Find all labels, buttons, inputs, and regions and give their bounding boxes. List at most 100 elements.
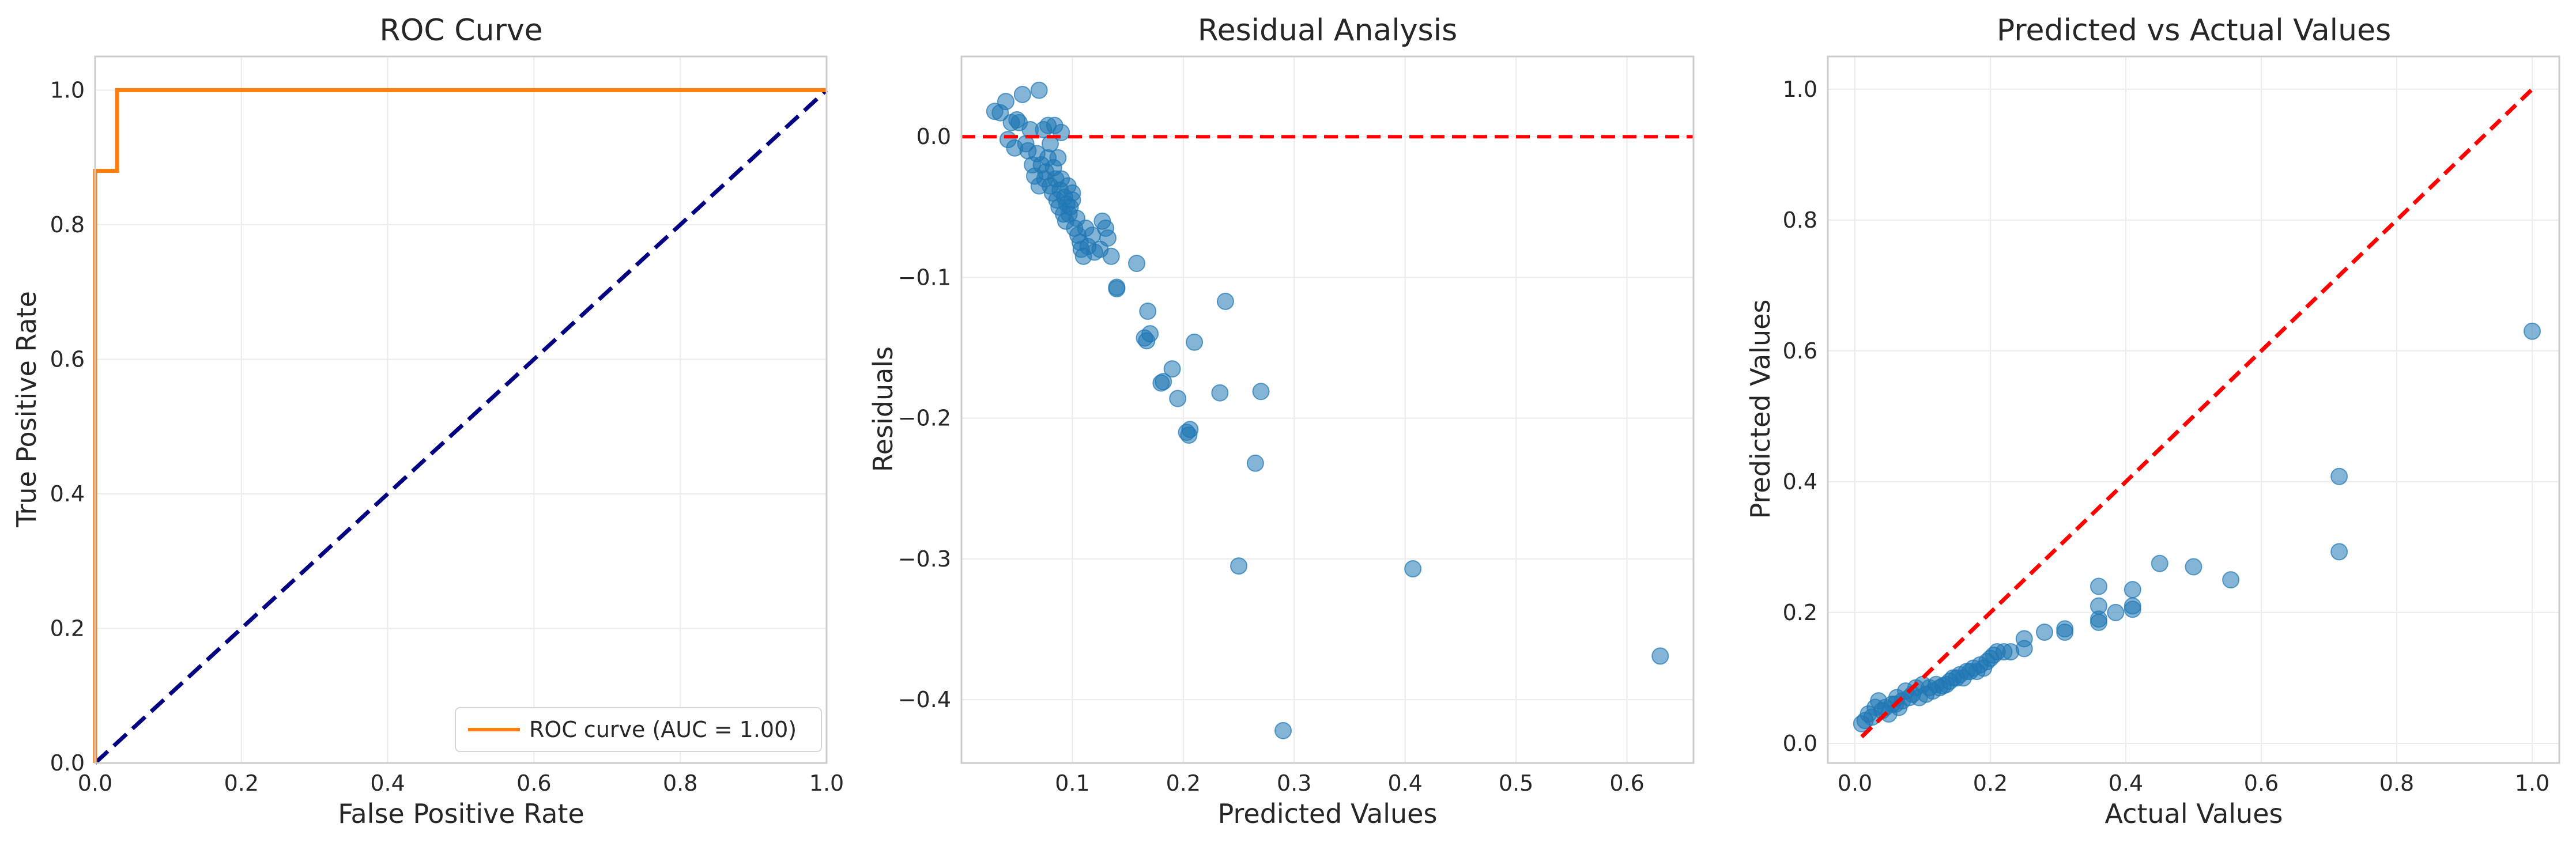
residual-point — [1155, 373, 1172, 391]
pva-point — [2015, 630, 2033, 648]
residual-y-tick-label: 0.0 — [917, 124, 951, 149]
pva-chart-title: Predicted vs Actual Values — [1997, 13, 2391, 48]
residual-point — [1163, 360, 1181, 378]
residual-point — [1102, 247, 1120, 265]
pva-y-tick-label: 0.2 — [1783, 600, 1817, 625]
roc-y-tick-label: 0.0 — [50, 750, 85, 776]
roc-x-axis-label: False Positive Rate — [338, 798, 584, 829]
pva-x-tick-label: 0.4 — [2109, 771, 2143, 796]
residual-x-tick-label: 0.5 — [1499, 771, 1533, 796]
residual-data-marks — [961, 81, 1694, 739]
roc-x-tick-label: 0.6 — [516, 771, 551, 796]
residual-y-tick-label: −0.4 — [898, 687, 951, 712]
residual-point — [997, 93, 1014, 111]
residual-y-tick-label: −0.1 — [898, 265, 951, 290]
roc-y-tick-label: 0.6 — [50, 346, 85, 372]
pva-point — [2124, 597, 2141, 615]
roc-plot-area: 0.0 0.2 0.4 0.6 0.8 1.0 0.0 0.2 0.4 0.6 0.8 1.0 — [50, 56, 844, 796]
pva-y-axis-label: Predicted Values — [1745, 300, 1776, 519]
residual-point — [1216, 292, 1234, 310]
pva-point — [2036, 623, 2053, 641]
residual-point — [1108, 278, 1126, 296]
roc-x-tick-label: 0.8 — [663, 771, 697, 796]
residual-point — [1651, 647, 1669, 665]
roc-x-tick-label: 1.0 — [809, 771, 844, 796]
residual-point — [1230, 557, 1248, 575]
pva-plot-area: 0.0 0.2 0.4 0.6 0.8 1.0 0.0 0.2 0.4 0.6 0.8 1.0 — [1783, 56, 2559, 796]
residual-x-tick-label: 0.2 — [1166, 771, 1201, 796]
pva-point — [2330, 467, 2348, 485]
pva-x-tick-label: 0.2 — [1973, 771, 2008, 796]
residual-point — [1139, 303, 1157, 320]
residual-point — [1211, 384, 1229, 402]
pva-x-tick-label: 0.8 — [2379, 771, 2414, 796]
pva-point — [2090, 577, 2107, 595]
pva-point — [2151, 554, 2168, 572]
residual-x-tick-label: 0.4 — [1387, 771, 1422, 796]
residual-axes-frame — [960, 55, 1695, 764]
pva-point — [2330, 543, 2348, 561]
pva-point — [2222, 571, 2240, 589]
residual-point — [1141, 325, 1159, 343]
pva-y-tick-label: 1.0 — [1783, 77, 1817, 102]
residual-point — [1404, 560, 1422, 577]
roc-x-tick-label: 0.2 — [224, 771, 259, 796]
pva-point — [2056, 620, 2074, 638]
residual-point — [1246, 454, 1264, 472]
pva-identity-line — [1860, 88, 2534, 739]
predicted-vs-actual-chart-panel: 0.0 0.2 0.4 0.6 0.8 1.0 0.0 0.2 0.4 0.6 0.8 1.0 Pre… — [1745, 13, 2560, 829]
residual-point — [1013, 85, 1031, 103]
residual-point — [1099, 229, 1117, 247]
pva-plot-background — [1828, 56, 2559, 763]
roc-axes-frame — [94, 55, 828, 764]
residual-point — [1128, 255, 1146, 273]
residual-point — [1252, 383, 1270, 401]
residual-plot-background — [961, 56, 1694, 763]
roc-plot-background — [95, 56, 827, 763]
roc-legend-box — [455, 707, 822, 752]
pva-x-tick-label: 0.0 — [1838, 771, 1872, 796]
pva-point — [2107, 603, 2125, 621]
pva-x-axis-label: Actual Values — [2104, 798, 2283, 829]
residual-plot-area: 0.1 0.2 0.3 0.4 0.5 0.6 0.0 −0.1 −0.2 −0.3 −0.4 — [898, 56, 1694, 796]
roc-chance-line — [93, 88, 828, 765]
roc-chart-title: ROC Curve — [379, 13, 542, 48]
residual-chart-panel: 0.1 0.2 0.3 0.4 0.5 0.6 0.0 −0.1 −0.2 −0.3 −0.4 Re… — [868, 13, 1695, 829]
residual-point — [1186, 333, 1204, 351]
pva-point — [2524, 322, 2541, 340]
roc-chart-panel: 0.0 0.2 0.4 0.6 0.8 1.0 0.0 0.2 0.4 0.6 0.8 1.0 ROC… — [11, 13, 844, 829]
residual-x-axis-label: Predicted Values — [1218, 798, 1438, 829]
roc-y-tick-label: 0.8 — [50, 212, 85, 237]
roc-y-axis-label: True Positive Rate — [11, 291, 42, 528]
residual-x-tick-label: 0.3 — [1277, 771, 1311, 796]
roc-x-tick-label: 0.0 — [78, 771, 112, 796]
roc-x-tick-label: 0.4 — [370, 771, 405, 796]
pva-data-marks — [1853, 88, 2541, 739]
pva-y-tick-label: 0.8 — [1783, 207, 1817, 233]
pva-x-tick-label: 1.0 — [2515, 771, 2549, 796]
roc-legend: ROC curve (AUC = 1.00) — [455, 707, 822, 752]
residual-point — [1181, 421, 1199, 439]
pva-axes-frame — [1827, 55, 2560, 764]
pva-y-tick-label: 0.6 — [1783, 338, 1817, 364]
roc-y-tick-label: 0.4 — [50, 481, 85, 507]
residual-point — [1169, 390, 1187, 407]
residual-point — [1274, 722, 1292, 739]
pva-point — [2185, 558, 2202, 576]
residual-x-tick-label: 0.1 — [1055, 771, 1089, 796]
pva-point — [2090, 597, 2107, 615]
residual-y-axis-label: Residuals — [868, 346, 899, 472]
roc-y-tick-label: 0.2 — [50, 615, 85, 641]
residual-point — [1049, 149, 1067, 167]
roc-y-tick-label: 1.0 — [50, 77, 85, 103]
pva-x-tick-label: 0.6 — [2244, 771, 2279, 796]
residual-chart-title: Residual Analysis — [1198, 13, 1457, 48]
pva-y-tick-label: 0.0 — [1783, 731, 1817, 756]
residual-x-tick-label: 0.6 — [1609, 771, 1644, 796]
roc-legend-label: ROC curve (AUC = 1.00) — [529, 717, 797, 742]
residual-y-tick-label: −0.3 — [898, 546, 951, 572]
pva-y-tick-label: 0.4 — [1783, 469, 1817, 494]
residual-point — [1063, 184, 1081, 202]
pva-point — [2124, 581, 2141, 599]
